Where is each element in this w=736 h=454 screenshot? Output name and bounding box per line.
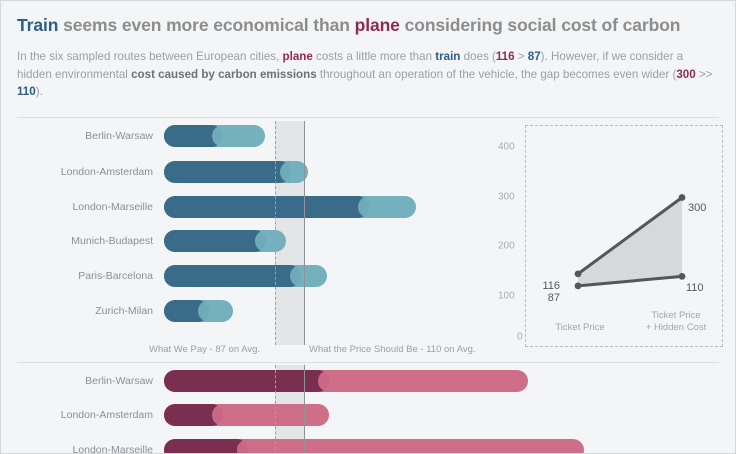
bar-marker-dot (236, 439, 259, 453)
subtitle-gt: > (514, 50, 528, 63)
title-word-plane: plane (354, 15, 400, 35)
y-tick-label: 300 (498, 191, 515, 203)
subtitle-value-300: 300 (676, 67, 696, 81)
row-label: London-Amsterdam (60, 409, 153, 421)
bar-base (164, 370, 330, 392)
train-slope-line (576, 274, 684, 288)
bar-base (164, 125, 223, 147)
bar-base (164, 404, 223, 426)
inset-axis-label-right-line2: + Hidden Cost (645, 322, 707, 333)
inset-axis-label-right-line1: Ticket Price (651, 310, 701, 321)
axis-note-right: What the Price Should Be - 110 on Avg. (309, 344, 476, 355)
bar-total (164, 439, 584, 453)
inset-label-87: 87 (547, 291, 560, 304)
y-tick-label: 200 (498, 240, 515, 252)
y-tick-label: 100 (498, 290, 515, 302)
subtitle: In the six sampled routes between Europe… (17, 48, 719, 101)
subtitle-seg-5: However, if we consider a hidden environ… (17, 50, 684, 81)
page-title: Train seems even more economical than pl… (17, 15, 719, 36)
plane-start-dot (574, 270, 582, 278)
subtitle-word-plane: plane (282, 50, 313, 63)
row-label: Zurich-Milan (95, 305, 153, 317)
bar-base (164, 161, 292, 183)
plane-slope-line (576, 196, 684, 276)
bar-marker-dot (197, 300, 220, 322)
train-start-dot (574, 282, 582, 290)
train-end-dot (678, 272, 686, 280)
subtitle-word-train: train (435, 50, 461, 63)
axis-note-left: What We Pay - 87 on Avg. (149, 344, 261, 355)
subtitle-seg-4: ). (540, 50, 548, 63)
y-tick-label: 0 (517, 331, 523, 343)
subtitle-bold-cost: cost caused by carbon emissions (131, 67, 317, 81)
bar-marker-dot (357, 196, 380, 218)
inset-axis-label-left: Ticket Price (555, 322, 605, 333)
row-label: London-Marseille (72, 201, 153, 213)
subtitle-gtgt: >> (695, 67, 713, 81)
plane-end-dot (678, 194, 686, 201)
subtitle-value-87: 87 (527, 50, 541, 63)
title-word-train: Train (17, 15, 59, 35)
divider-top (17, 117, 719, 118)
subtitle-value-110: 110 (17, 85, 36, 98)
subtitle-seg-7: the vehicle, the gap becomes even wider … (459, 67, 677, 81)
header: Train seems even more economical than pl… (1, 1, 735, 101)
subtitle-seg-3: does ( (460, 50, 496, 63)
subtitle-seg-6: throughout an operation of (316, 67, 456, 81)
subtitle-seg-2: costs a little more than (312, 50, 436, 63)
bar-marker-dot (290, 265, 313, 287)
bar-marker-dot (254, 230, 277, 252)
bar-base (164, 265, 302, 287)
slope-lines (574, 194, 686, 290)
title-text-1: seems even more economical than (58, 15, 355, 35)
reference-line-dashed (274, 365, 276, 453)
inset-label-116: 116 (542, 279, 560, 292)
title-text-2: considering social cost of carbon (399, 15, 681, 35)
bar-marker-dot (211, 404, 234, 426)
row-label: Berlin-Warsaw (85, 130, 153, 142)
bar-base (164, 439, 248, 453)
inset-label-300: 300 (688, 201, 707, 214)
subtitle-value-116: 116 (495, 50, 515, 63)
reference-line-dashed (274, 121, 276, 345)
subtitle-seg-1: In the six sampled routes between Europe… (17, 50, 283, 63)
bar-base (164, 196, 369, 218)
row-label: Munich-Budapest (71, 235, 153, 247)
bar-marker-dot (211, 125, 234, 147)
inset-axis-label-right: Ticket Price + Hidden Cost (630, 310, 722, 334)
inset-label-110: 110 (686, 282, 704, 295)
bar-marker-dot (318, 370, 341, 392)
row-label: Paris-Barcelona (78, 270, 153, 282)
reference-line-solid (303, 121, 305, 345)
subtitle-seg-8: ). (35, 85, 43, 98)
bar-marker-dot (280, 161, 303, 183)
y-tick-label: 400 (498, 141, 515, 153)
divider-bottom (17, 362, 719, 363)
row-label: London-Amsterdam (60, 166, 153, 178)
bar-base (164, 230, 266, 252)
row-label: London-Marseille (72, 444, 153, 454)
row-label: Berlin-Warsaw (85, 375, 153, 387)
bar-base (164, 300, 209, 322)
slope-inset-chart: 116 300 87 110 Ticket Price Ticket Price + Hid… (525, 125, 723, 347)
slope-area (578, 197, 682, 286)
reference-line-solid (303, 365, 305, 453)
